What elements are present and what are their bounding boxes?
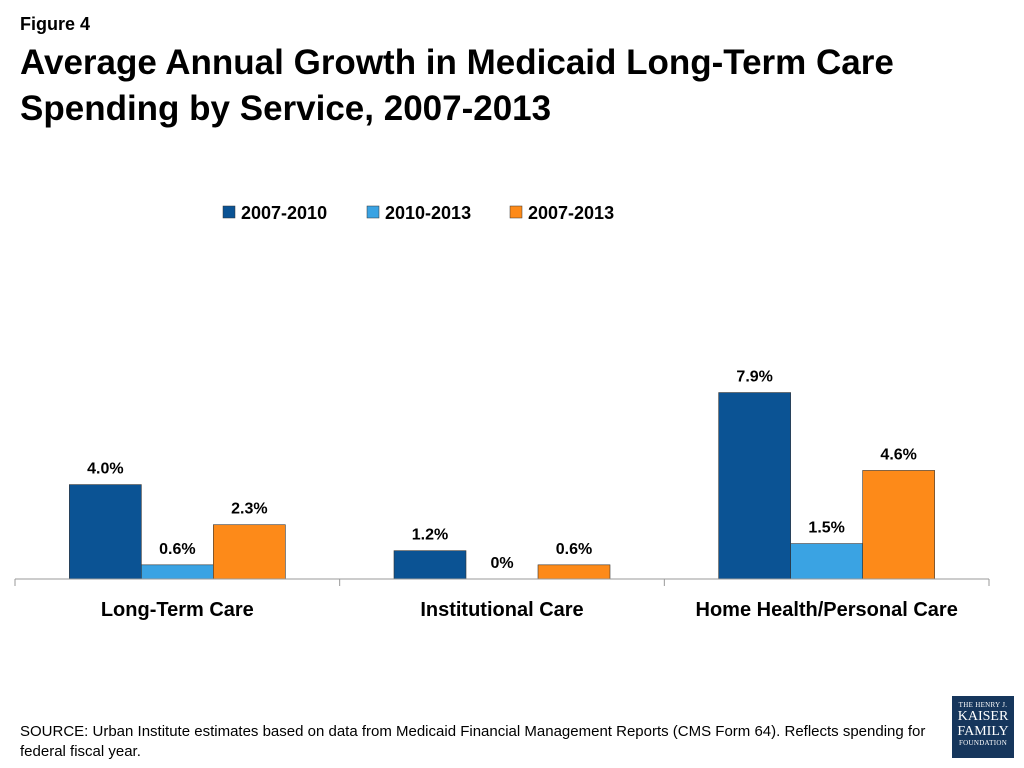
- category-label-long-term-care: Long-Term Care: [101, 599, 254, 621]
- bar-home-health-personal-care-2007-2013: [862, 470, 935, 580]
- logo-line-2: KAISER: [957, 709, 1009, 724]
- logo-line-1: THE HENRY J.: [958, 701, 1008, 709]
- bar-home-health-personal-care-2010-2013: [790, 543, 863, 580]
- legend-label-2007-2013: 2007-2013: [528, 203, 614, 223]
- category-label-institutional-care: Institutional Care: [420, 599, 583, 621]
- source-note: SOURCE: Urban Institute estimates based …: [20, 723, 926, 760]
- bar-home-health-personal-care-2007-2010: [718, 392, 791, 580]
- legend-swatch-2007-2013: [509, 205, 523, 219]
- data-label-institutional-care-2007-2010: 1.2%: [412, 527, 448, 544]
- bar-institutional-care-2007-2013: [537, 564, 611, 580]
- data-label-home-health-personal-care-2007-2013: 4.6%: [880, 446, 916, 463]
- legend-label-2010-2013: 2010-2013: [385, 203, 471, 223]
- legend-swatch-2010-2013: [366, 205, 380, 219]
- data-label-home-health-personal-care-2010-2013: 1.5%: [808, 520, 844, 537]
- data-label-institutional-care-2007-2013: 0.6%: [556, 541, 592, 558]
- kff-logo: THE HENRY J. KAISER FAMILY FOUNDATION: [952, 696, 1014, 758]
- bar-long-term-care-2007-2010: [69, 484, 142, 580]
- data-label-long-term-care-2010-2013: 0.6%: [159, 541, 195, 558]
- bar-chart: 2007-2010 2010-2013 2007-2013 4.0% 0.6% 2.3%…: [14, 203, 990, 621]
- bars: 4.0% 0.6% 2.3% 1.2% 0% 0.6% 7.9% 1.5% 4.6%: [69, 369, 935, 580]
- chart-title: Average Annual Growth in Medicaid Long-T…: [20, 43, 894, 128]
- bar-long-term-care-2007-2013: [213, 524, 286, 580]
- x-axis: Long-Term Care Institutional Care Home Hea…: [14, 578, 990, 621]
- legend-swatch-2007-2010: [222, 205, 236, 219]
- data-label-home-health-personal-care-2007-2010: 7.9%: [736, 369, 772, 386]
- data-label-long-term-care-2007-2010: 4.0%: [87, 461, 123, 478]
- logo-line-3: FAMILY: [957, 724, 1009, 739]
- bar-long-term-care-2010-2013: [141, 564, 214, 580]
- logo-line-4: FOUNDATION: [958, 739, 1008, 747]
- data-label-long-term-care-2007-2013: 2.3%: [231, 501, 267, 518]
- data-label-institutional-care-2010-2013: 0%: [490, 555, 513, 572]
- legend: 2007-2010 2010-2013 2007-2013: [222, 203, 614, 223]
- figure-label: Figure 4: [20, 14, 91, 34]
- category-label-home-health-personal-care: Home Health/Personal Care: [696, 599, 958, 621]
- legend-label-2007-2010: 2007-2010: [241, 203, 327, 223]
- bar-institutional-care-2007-2010: [393, 550, 467, 580]
